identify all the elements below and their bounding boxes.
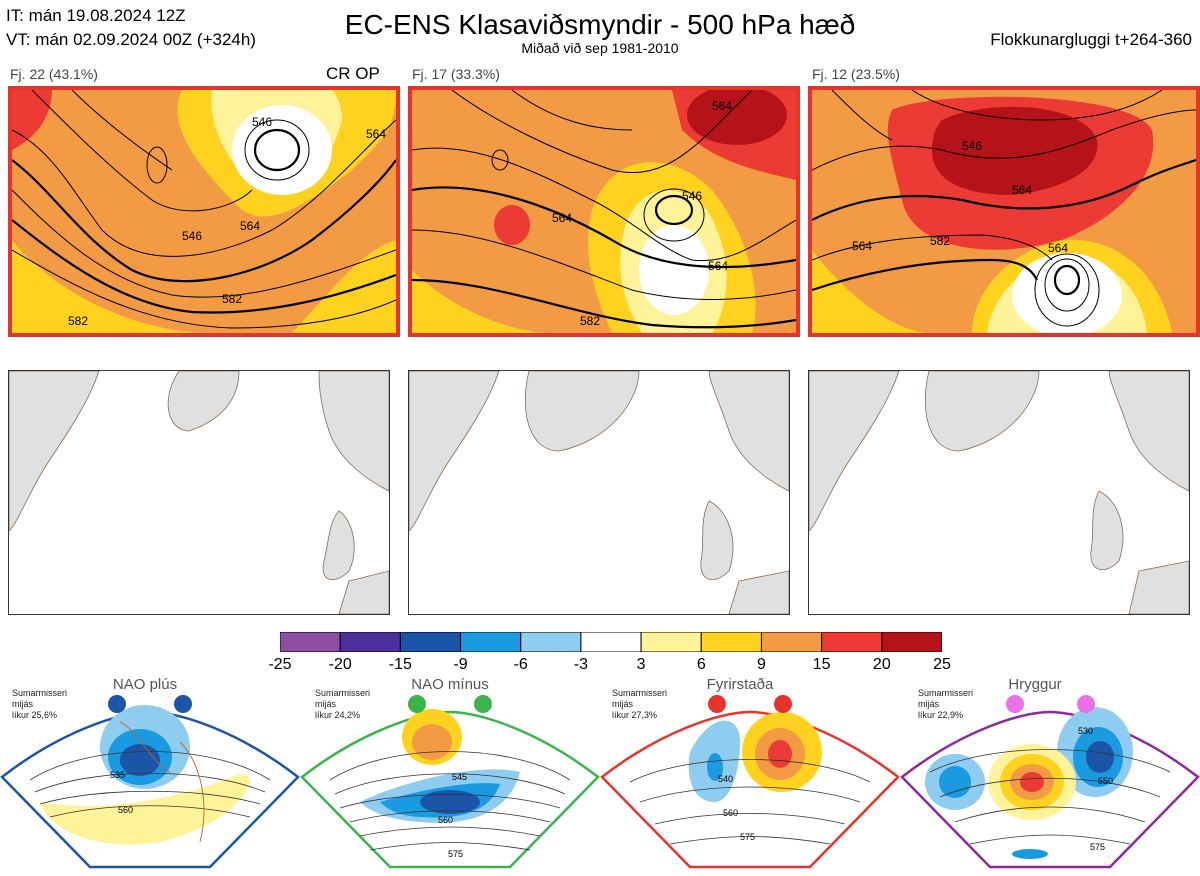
cluster-3-map: 546 564 564 582 564	[808, 86, 1200, 337]
regime-title-blocking: Fyrirstaða	[706, 676, 774, 693]
colorbar-tick-label: 15	[812, 656, 831, 673]
cluster-1-tag: CR OP	[326, 64, 380, 83]
contour-label: 530	[1078, 726, 1093, 736]
contour-label: 546	[962, 139, 982, 153]
colorbar-tick-label: -15	[388, 656, 412, 673]
colorbar-swatch	[700, 631, 762, 653]
contour-label: 535	[110, 770, 125, 780]
contour-label: 582	[222, 292, 242, 306]
contour-label: 564	[366, 127, 386, 141]
cluster-1-map: 546 546 564 564 582 582	[8, 86, 400, 337]
colorbar-swatch	[399, 631, 462, 653]
contour-label: 560	[723, 808, 738, 818]
colorbar	[279, 631, 943, 653]
contour-label: 582	[930, 234, 950, 248]
contour-label: 564	[1012, 183, 1032, 197]
colorbar-swatch	[279, 631, 341, 653]
contour-label: 546	[182, 229, 202, 243]
cluster-2-map: 564 546 564 564 582	[408, 86, 800, 337]
contour-label: 546	[252, 115, 272, 129]
colorbar-tick-label: 3	[636, 656, 646, 673]
contour-label: 582	[68, 314, 88, 328]
regime-nao-minus: 545 560 575	[300, 672, 600, 871]
regime-title-nao-plus: NAO plús	[112, 676, 178, 693]
colorbar-tick-label: -6	[513, 656, 528, 673]
contour-label: 546	[682, 189, 702, 203]
colorbar-swatch	[881, 631, 943, 653]
colorbar-swatch	[580, 631, 642, 653]
contour-label: 564	[240, 219, 260, 233]
initial-time: IT: mán 19.08.2024 12Z	[6, 6, 186, 25]
contour-label: 575	[1090, 842, 1105, 852]
regime-note-nao-minus: Sumarmisseri mijás líkur 24,2%	[315, 688, 371, 720]
contour-label: 545	[452, 772, 467, 782]
colorbar-swatch	[460, 631, 522, 653]
contour-label: 575	[740, 832, 755, 842]
contour-label: 564	[852, 239, 872, 253]
colorbar-swatch	[821, 631, 883, 653]
cluster-1-label: Fj. 22 (43.1%)	[10, 66, 98, 82]
colorbar-tick-label: -9	[453, 656, 468, 673]
contour-label: 582	[580, 314, 600, 328]
page-title: EC-ENS Klasaviðsmyndir - 500 hPa hæð	[344, 9, 856, 40]
anomaly-map-2	[408, 370, 790, 615]
regime-note-blocking: Sumarmisseri mijás líkur 27,3%	[612, 688, 668, 720]
colorbar-tick-label: 6	[696, 656, 706, 673]
regime-title-ridge: Hryggur	[1008, 676, 1062, 693]
contour-label: 564	[552, 211, 572, 225]
classification-window: Flokkunargluggi t+264-360	[990, 30, 1192, 49]
colorbar-swatch	[520, 631, 582, 653]
contour-label: 575	[448, 849, 463, 859]
contour-label: 564	[1048, 241, 1068, 255]
cluster-2-label: Fj. 17 (33.3%)	[412, 66, 500, 82]
header-info: IT: mán 19.08.2024 12Z VT: mán 02.09.202…	[6, 4, 256, 52]
regime-note-ridge: Sumarmisseri mijás líkur 22,9%	[918, 688, 974, 720]
cluster-3-label: Fj. 12 (23.5%)	[812, 66, 900, 82]
colorbar-tick-label: 20	[872, 656, 891, 673]
page-subtitle: Miðað við sep 1981-2010	[521, 40, 679, 56]
colorbar-swatch	[760, 631, 823, 653]
colorbar-swatch	[640, 631, 702, 653]
valid-time: VT: mán 02.09.2024 00Z (+324h)	[6, 30, 256, 49]
regime-title-nao-minus: NAO mínus	[411, 676, 489, 693]
contour-label: 540	[718, 774, 733, 784]
regime-note-nao-plus: Sumarmisseri mijás líkur 25,6%	[12, 688, 68, 720]
contour-label: 550	[1098, 776, 1113, 786]
colorbar-tick-label: -3	[573, 656, 589, 673]
regime-blocking: 540 560 575	[600, 672, 900, 871]
colorbar-tick-label: 9	[757, 656, 766, 673]
colorbar-swatch	[339, 631, 401, 653]
anomaly-map-3	[808, 370, 1190, 615]
colorbar-tick-label: -25	[268, 656, 292, 673]
colorbar-swatches	[279, 631, 943, 653]
colorbar-tick-label: 25	[933, 656, 951, 673]
regime-ridge: 530 550 575	[900, 672, 1200, 871]
anomaly-map-1	[8, 370, 390, 615]
colorbar-tick-label: -20	[328, 656, 352, 673]
contour-label: 560	[118, 805, 133, 815]
contour-label: 560	[438, 815, 453, 825]
contour-label: 564	[712, 99, 732, 113]
regime-nao-plus: 535 560	[0, 672, 300, 871]
contour-label: 564	[708, 259, 728, 273]
